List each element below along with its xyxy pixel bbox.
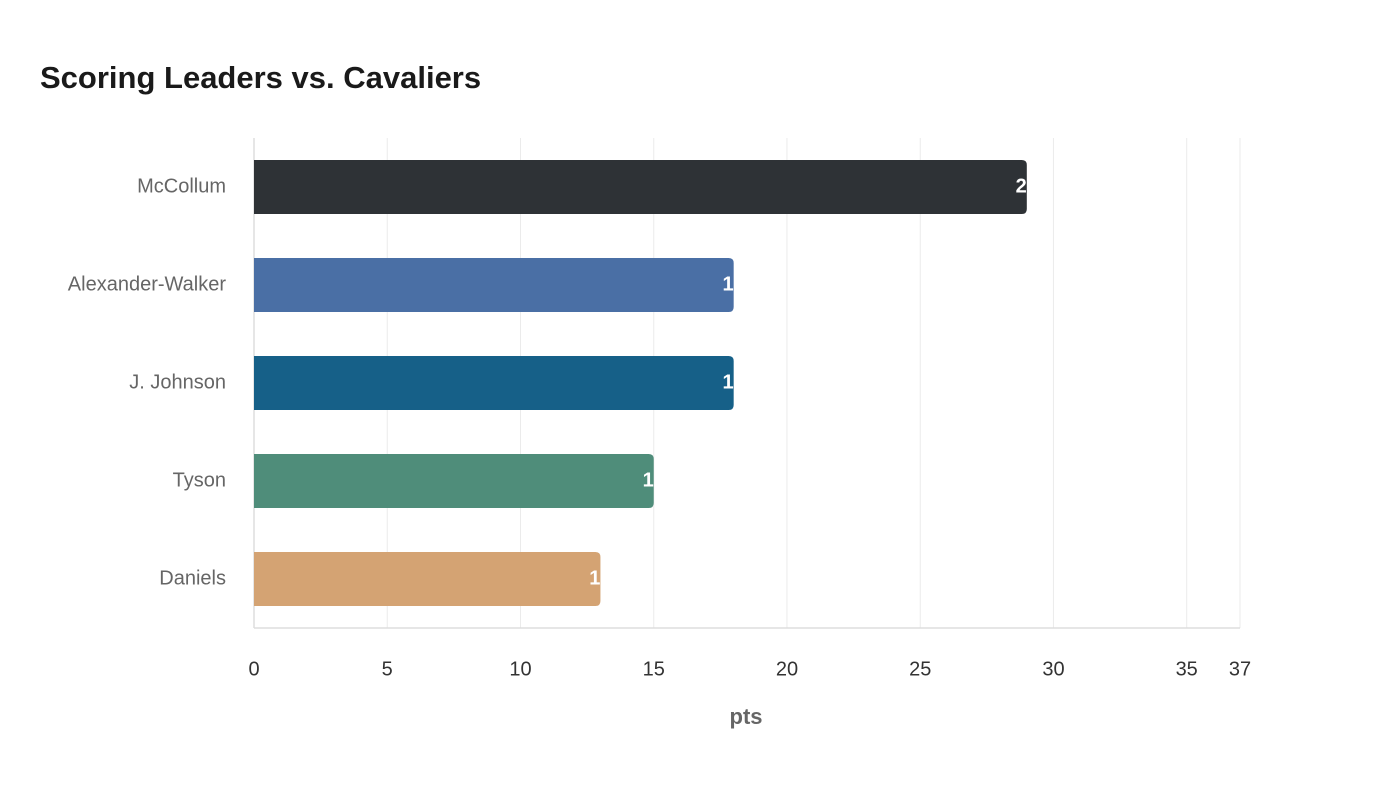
y-tick-label: Daniels [159,567,226,589]
value-label: 15 [643,469,665,491]
x-tick-label: 35 [1176,658,1198,680]
x-tick-label: 37 [1229,658,1251,680]
y-tick-label: J. Johnson [129,371,226,393]
y-tick-label: Alexander-Walker [68,273,227,295]
chart-title: Scoring Leaders vs. Cavaliers [40,60,481,95]
bar [254,454,654,508]
x-tick-label: 20 [776,658,798,680]
bar [254,552,601,606]
y-tick-label: McCollum [137,175,226,197]
x-tick-label: 0 [248,658,259,680]
x-axis-title: pts [730,704,763,729]
x-tick-label: 30 [1042,658,1064,680]
x-tick-label: 10 [509,658,531,680]
x-tick-label: 5 [382,658,393,680]
bar [254,160,1027,214]
value-label: 29 [1016,175,1038,197]
x-tick-label: 15 [643,658,665,680]
bar [254,258,734,312]
value-label: 18 [723,371,745,393]
value-label: 18 [723,273,745,295]
x-tick-label: 25 [909,658,931,680]
value-label: 13 [589,567,611,589]
y-tick-label: Tyson [173,469,226,491]
bar [254,356,734,410]
